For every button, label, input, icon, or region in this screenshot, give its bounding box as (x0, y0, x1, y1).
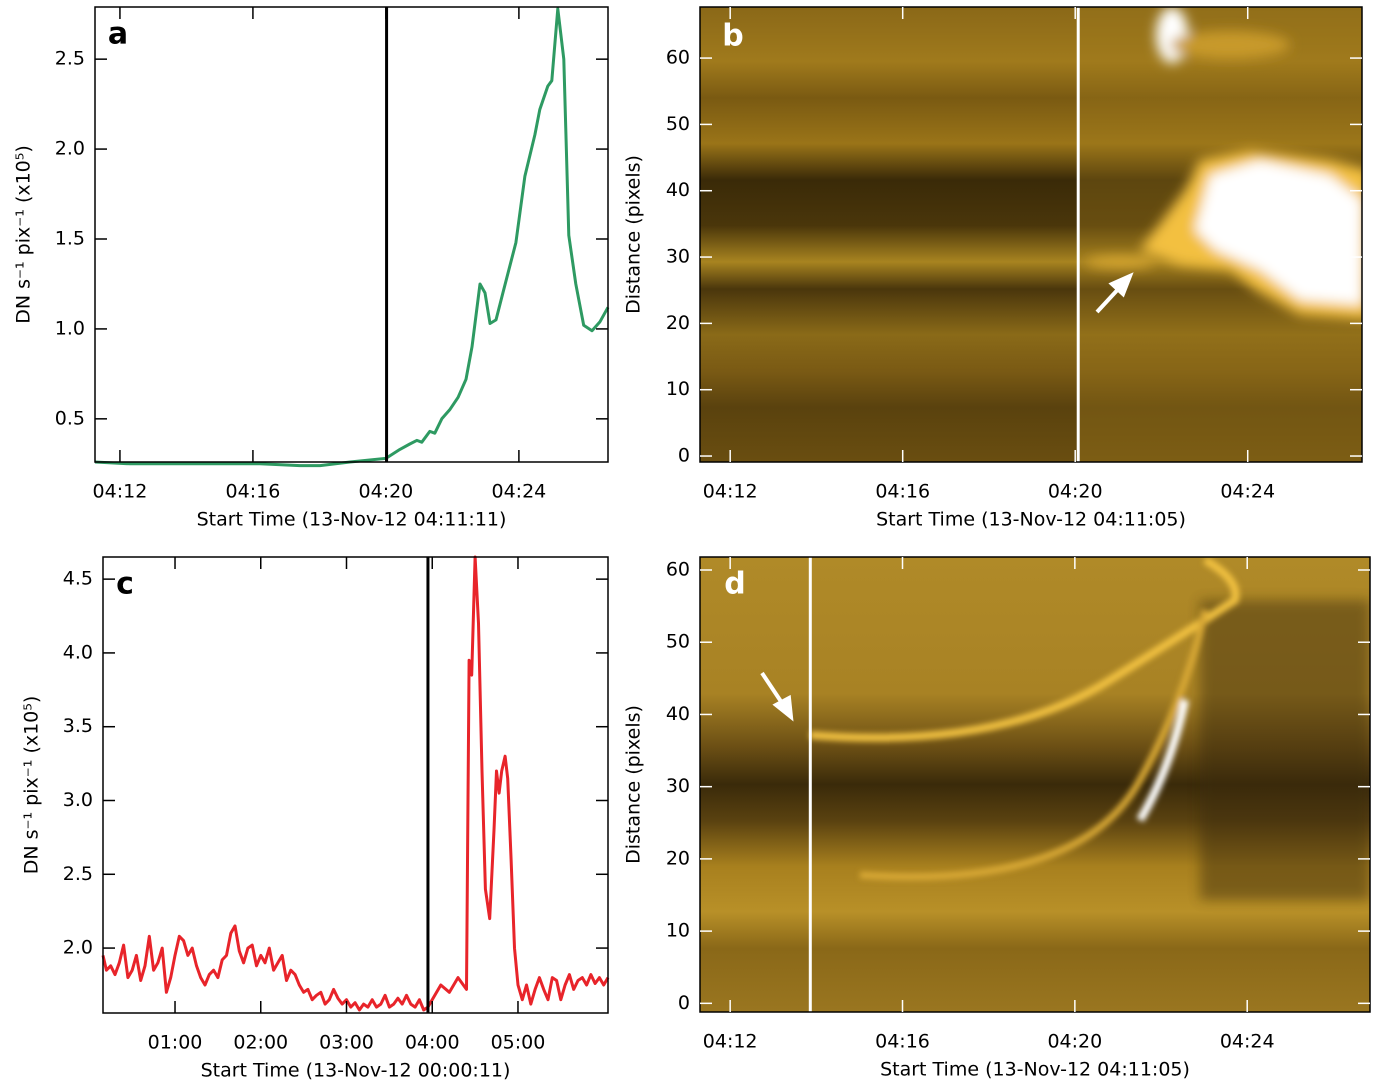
y-tick-label: 2.0 (63, 937, 93, 959)
y-tick-label: 2.5 (63, 863, 93, 885)
y-tick-label: 50 (666, 631, 690, 653)
arrow-d (760, 671, 794, 722)
x-tick-label: 04:12 (703, 481, 758, 503)
x-axis-label: Start Time (13-Nov-12 04:11:05) (880, 1059, 1190, 1081)
y-tick-label: 1.5 (55, 227, 85, 249)
y-axis-label: DN s⁻¹ pix⁻¹ (x10⁵) (21, 696, 43, 875)
y-tick-label: 20 (666, 847, 690, 869)
x-tick-label: 04:16 (226, 481, 281, 503)
x-tick-label: 01:00 (148, 1032, 203, 1054)
y-tick-label: 3.5 (63, 715, 93, 737)
y-tick-label: 1.0 (55, 317, 85, 339)
y-tick-label: 40 (666, 703, 690, 725)
panel-label: a (108, 17, 128, 52)
panel-label: d (724, 567, 745, 602)
y-tick-label: 2.5 (55, 48, 85, 70)
y-tick-label: 60 (666, 559, 690, 581)
arrow-b (1095, 272, 1134, 314)
x-tick-label: 04:24 (1220, 481, 1275, 503)
y-tick-label: 0 (678, 445, 690, 467)
x-tick-label: 04:20 (1048, 481, 1103, 503)
y-tick-label: 0.5 (55, 407, 85, 429)
y-tick-label: 30 (666, 246, 690, 268)
plot-frame (102, 556, 609, 1014)
y-tick-label: 2.0 (55, 138, 85, 160)
x-axis-label: Start Time (13-Nov-12 04:11:11) (197, 509, 507, 531)
time-distance-image-d (700, 557, 1370, 1012)
x-tick-label: 05:00 (491, 1032, 546, 1054)
y-tick-label: 0 (678, 992, 690, 1014)
time-distance-image-b (700, 7, 1362, 462)
x-tick-label: 04:24 (1220, 1031, 1275, 1053)
y-tick-label: 40 (666, 179, 690, 201)
plot-frame (699, 556, 1371, 1013)
y-tick-label: 60 (666, 47, 690, 69)
y-tick-label: 10 (666, 920, 690, 942)
data-line (94, 7, 610, 468)
y-axis-label: Distance (pixels) (623, 155, 645, 314)
x-tick-label: 04:16 (875, 481, 930, 503)
x-axis-label: Start Time (13-Nov-12 04:11:05) (876, 509, 1186, 531)
y-tick-label: 4.0 (63, 641, 93, 663)
x-tick-label: 02:00 (233, 1032, 288, 1054)
y-tick-label: 4.5 (63, 568, 93, 590)
x-tick-label: 04:16 (875, 1031, 930, 1053)
y-tick-label: 30 (666, 775, 690, 797)
plot-frame (94, 6, 609, 463)
y-axis-label: Distance (pixels) (623, 705, 645, 864)
x-tick-label: 04:12 (703, 1031, 758, 1053)
y-tick-label: 10 (666, 378, 690, 400)
y-axis-label: DN s⁻¹ pix⁻¹ (x10⁵) (13, 145, 35, 324)
x-tick-label: 04:00 (405, 1032, 460, 1054)
panel-label: c (116, 567, 134, 602)
x-tick-label: 04:12 (93, 481, 148, 503)
y-tick-label: 50 (666, 113, 690, 135)
panel-label: b (722, 19, 743, 54)
x-tick-label: 04:20 (1047, 1031, 1102, 1053)
y-tick-label: 20 (666, 312, 690, 334)
x-tick-label: 03:00 (319, 1032, 374, 1054)
plot-frame (699, 6, 1363, 463)
x-axis-label: Start Time (13-Nov-12 00:00:11) (201, 1060, 511, 1082)
x-tick-label: 04:20 (359, 481, 414, 503)
x-tick-label: 04:24 (492, 481, 547, 503)
y-tick-label: 3.0 (63, 789, 93, 811)
data-line (101, 555, 610, 1012)
